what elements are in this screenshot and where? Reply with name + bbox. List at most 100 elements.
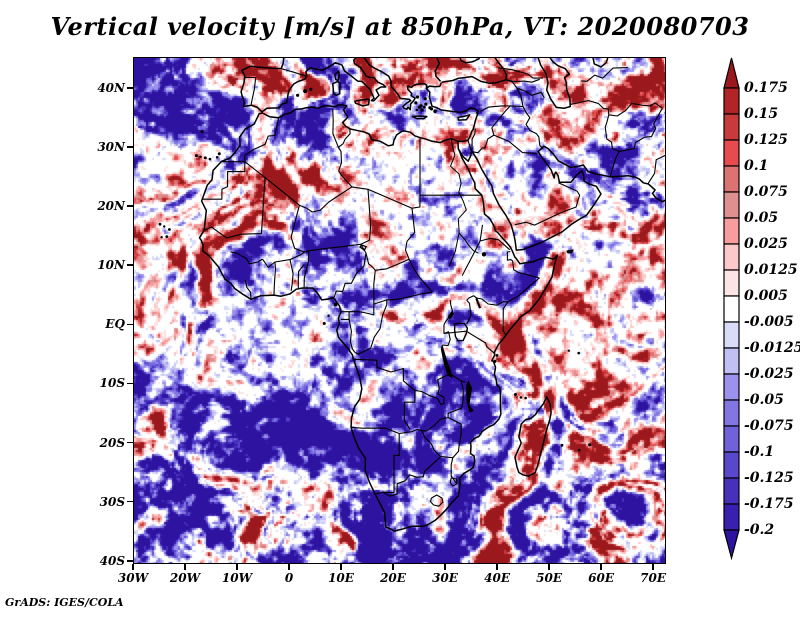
- x-axis-tick-label: 30E: [432, 571, 458, 585]
- x-axis-tick-label: 40E: [484, 571, 511, 585]
- colorbar-segment: [723, 269, 740, 297]
- colorbar-tick-label: 0.125: [744, 132, 788, 148]
- island-dot: [577, 448, 581, 452]
- country-border-path: [281, 68, 307, 77]
- x-axis-tick: [340, 564, 342, 570]
- y-axis-tick-label: 30S: [99, 494, 125, 509]
- island-dot: [422, 105, 426, 109]
- island-dot: [163, 225, 166, 228]
- country-border-path: [403, 390, 416, 430]
- colorbar-tick-label: -0.125: [744, 470, 794, 486]
- colorbar-tick-label: -0.005: [744, 314, 794, 330]
- country-border-path: [558, 182, 581, 214]
- island-dot: [322, 322, 326, 325]
- country-border-path: [442, 331, 451, 346]
- colorbar-segment: [723, 191, 740, 219]
- country-border-path: [471, 128, 476, 152]
- island-dot: [158, 222, 162, 226]
- island-dot: [160, 236, 163, 239]
- country-border-path: [365, 252, 410, 271]
- coastline-path: [457, 114, 471, 121]
- lake-shape: [475, 297, 482, 309]
- x-axis-tick-label: 30W: [117, 571, 149, 585]
- coastline-path: [425, 88, 480, 143]
- country-border-path: [348, 319, 356, 353]
- colorbar-tick-label: -0.2: [744, 522, 775, 538]
- country-border-path: [354, 299, 388, 355]
- country-border-path: [333, 244, 367, 298]
- river-path: [449, 139, 467, 233]
- y-axis-tick: [127, 500, 133, 503]
- y-axis-tick-label: 20N: [97, 199, 125, 213]
- x-axis-tick: [444, 564, 446, 570]
- lake-shape: [440, 345, 453, 379]
- y-axis-tick: [127, 146, 133, 148]
- colorbar-tick-label: -0.075: [744, 418, 794, 434]
- country-border-path: [230, 251, 263, 265]
- y-axis-tick: [127, 323, 133, 326]
- country-border-path: [273, 261, 277, 296]
- country-border-path: [373, 291, 433, 305]
- country-border-path: [399, 428, 422, 435]
- colorbar-tick-label: 0.1: [744, 158, 769, 174]
- x-axis-tick: [548, 564, 550, 570]
- colorbar-tick-label: 0.025: [744, 236, 788, 252]
- river-path: [448, 232, 460, 267]
- colorbar-segment: [723, 113, 740, 141]
- island-dot: [423, 97, 427, 101]
- x-axis-tick: [288, 564, 290, 570]
- island-dot: [495, 354, 499, 357]
- colorbar-tick-label: -0.175: [744, 496, 794, 512]
- island-dot: [194, 154, 198, 158]
- island-dot: [560, 443, 564, 447]
- island-dot: [203, 156, 207, 160]
- country-border-path: [502, 301, 509, 336]
- island-dot: [199, 155, 202, 158]
- x-axis-tick-label: 20W: [169, 571, 201, 585]
- colorbar-segment: [723, 243, 740, 271]
- country-border-path: [337, 147, 353, 188]
- y-axis-tick-label: 30N: [97, 139, 125, 154]
- coastline-path: [240, 58, 387, 113]
- colorbar: [723, 57, 740, 561]
- island-dot: [333, 302, 338, 307]
- country-border-path: [450, 457, 457, 484]
- island-dot: [200, 130, 204, 134]
- x-axis-tick: [236, 564, 238, 570]
- island-dot: [577, 351, 580, 355]
- lake-shape: [447, 310, 455, 320]
- island-dot: [296, 93, 300, 97]
- island-dot: [327, 314, 330, 317]
- coastline-path: [198, 103, 559, 532]
- grads-credit: GrADS: IGES/COLA: [5, 596, 124, 609]
- country-border-path: [244, 76, 257, 106]
- colorbar-tick-label: -0.05: [744, 392, 784, 408]
- y-axis-tick: [127, 205, 133, 207]
- y-axis-tick: [127, 382, 133, 385]
- coastline-path: [441, 58, 508, 85]
- colorbar-segment: [723, 139, 740, 167]
- coastline-path: [566, 249, 574, 254]
- y-axis-tick: [127, 264, 133, 266]
- island-dot: [217, 152, 221, 156]
- island-dot: [433, 109, 437, 113]
- colorbar-tick-label: 0.005: [744, 288, 788, 304]
- country-border-path: [297, 264, 305, 289]
- country-border-path: [493, 134, 537, 155]
- coastline-path: [334, 70, 340, 82]
- chart-title: Vertical velocity [m/s] at 850hPa, VT: 2…: [50, 12, 750, 41]
- country-border-path: [421, 416, 449, 432]
- island-dot: [303, 89, 308, 94]
- coastline-path: [459, 58, 481, 64]
- country-border-path: [608, 102, 663, 117]
- colorbar-tick-label: 0.075: [744, 184, 788, 200]
- country-border-path: [303, 250, 310, 288]
- country-border-path: [581, 66, 629, 82]
- colorbar-segment: [723, 373, 740, 401]
- country-border-path: [619, 108, 663, 152]
- x-axis-tick-label: 0: [284, 571, 294, 585]
- country-border-path: [244, 161, 353, 213]
- country-border-path: [491, 105, 511, 129]
- country-border-path: [506, 250, 540, 303]
- country-border-path: [443, 330, 495, 354]
